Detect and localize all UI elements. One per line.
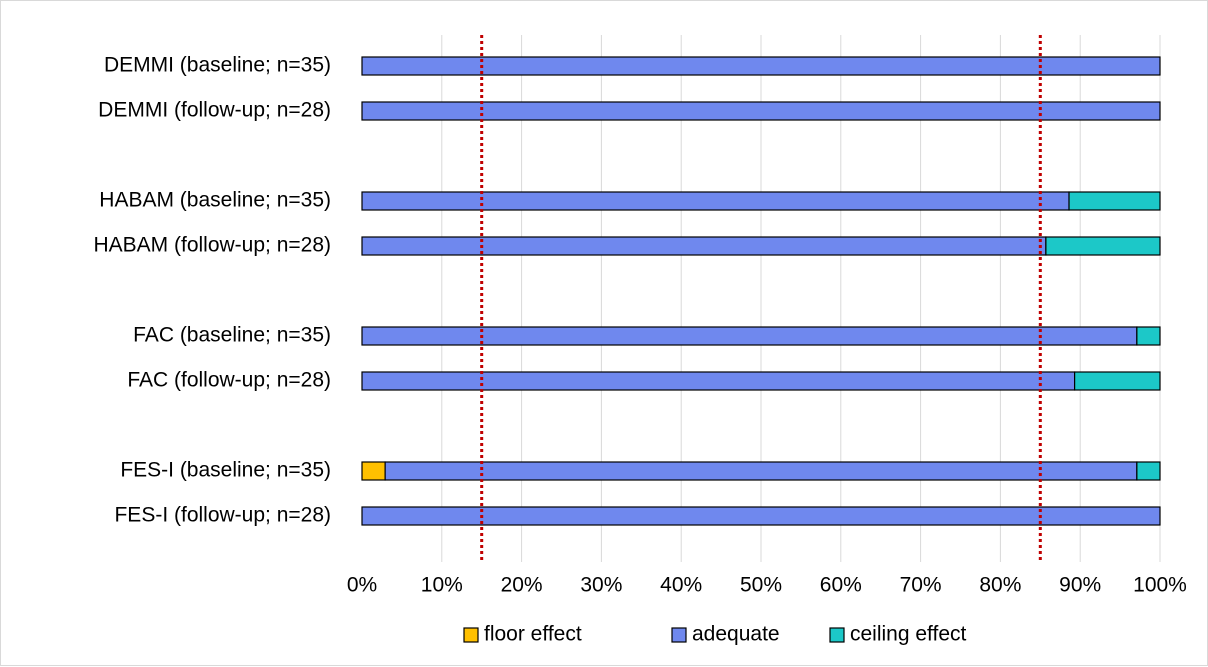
- category-label: DEMMI (baseline; n=35): [104, 54, 331, 77]
- x-tick-label: 100%: [1133, 574, 1187, 597]
- bar-segment-adequate: [361, 56, 1161, 76]
- category-label: FAC (follow-up; n=28): [127, 369, 331, 392]
- bar-segment-ceiling-effect: [1136, 461, 1161, 481]
- bar-segment-ceiling-effect: [1136, 326, 1161, 346]
- x-tick-label: 10%: [421, 574, 463, 597]
- legend-swatch: [671, 627, 687, 643]
- x-tick-label: 60%: [820, 574, 862, 597]
- category-label: FES-I (follow-up; n=28): [114, 504, 331, 527]
- bar-segment-ceiling-effect: [1074, 371, 1161, 391]
- category-label: HABAM (follow-up; n=28): [93, 234, 331, 257]
- bar-segment-floor-effect: [361, 461, 386, 481]
- legend-label: floor effect: [484, 623, 582, 646]
- x-tick-label: 80%: [979, 574, 1021, 597]
- category-label: FES-I (baseline; n=35): [120, 459, 331, 482]
- category-label: FAC (baseline; n=35): [133, 324, 331, 347]
- bar-segment-adequate: [361, 191, 1070, 211]
- legend-label: ceiling effect: [850, 623, 967, 646]
- category-label: HABAM (baseline; n=35): [99, 189, 331, 212]
- bar-segment-adequate: [361, 371, 1076, 391]
- x-tick-label: 50%: [740, 574, 782, 597]
- bar-segment-adequate: [361, 326, 1138, 346]
- x-tick-label: 90%: [1059, 574, 1101, 597]
- x-tick-label: 30%: [580, 574, 622, 597]
- bar-segment-adequate: [361, 101, 1161, 121]
- x-tick-label: 0%: [347, 574, 377, 597]
- category-label: DEMMI (follow-up; n=28): [98, 99, 331, 122]
- legend-swatch: [829, 627, 845, 643]
- x-tick-label: 40%: [660, 574, 702, 597]
- x-tick-label: 70%: [900, 574, 942, 597]
- bar-segment-ceiling-effect: [1045, 236, 1161, 256]
- bar-segment-adequate: [361, 236, 1047, 256]
- legend-label: adequate: [692, 623, 780, 646]
- bar-segment-adequate: [361, 506, 1161, 526]
- legend-swatch: [463, 627, 479, 643]
- x-tick-label: 20%: [501, 574, 543, 597]
- bar-segment-ceiling-effect: [1068, 191, 1161, 211]
- bar-segment-adequate: [384, 461, 1138, 481]
